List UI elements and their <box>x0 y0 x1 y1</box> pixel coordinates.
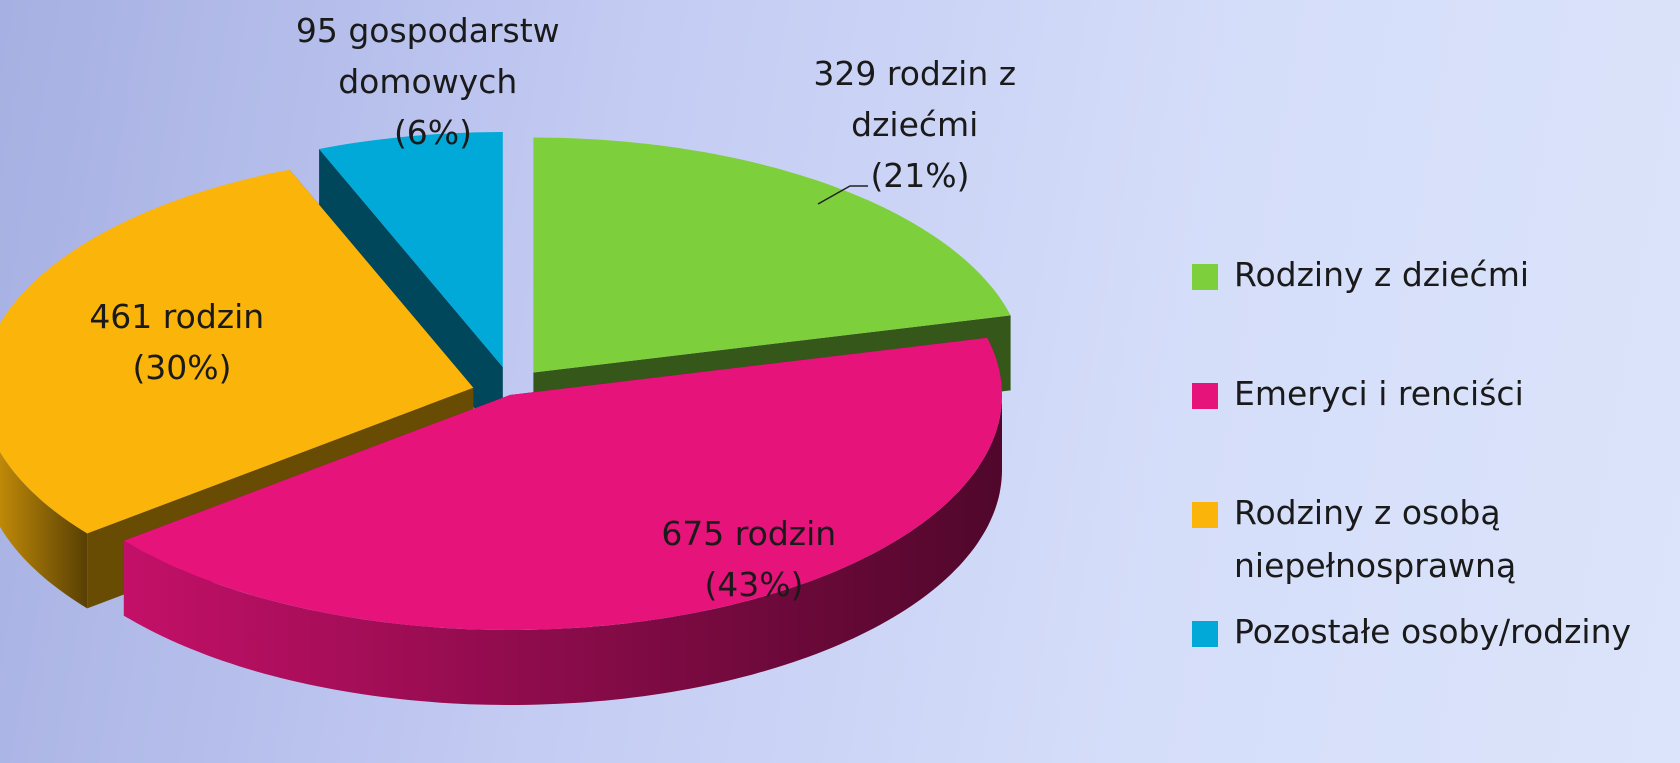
legend-item: Rodziny z osobą niepełnosprawną <box>1192 486 1662 592</box>
slice-side <box>123 395 1002 705</box>
legend-item: Emeryci i renciści <box>1192 367 1662 420</box>
legend-label: Pozostałe osoby/rodziny <box>1234 612 1632 651</box>
data-label: 95 gospodarstw domowych (6%) <box>296 11 570 152</box>
pie-slice <box>123 337 1002 630</box>
legend-label: Rodziny z dziećmi <box>1234 255 1530 294</box>
legend-label: Rodziny z osobą niepełnosprawną <box>1234 493 1517 585</box>
legend-swatch <box>1192 502 1218 528</box>
data-label: 675 rodzin (43%) <box>661 514 846 604</box>
legend-item: Pozostałe osoby/rodziny <box>1192 605 1662 658</box>
pie-slice <box>319 132 503 367</box>
slice-side <box>0 451 88 609</box>
legend-label: Emeryci i renciści <box>1234 374 1524 413</box>
legend-swatch <box>1192 383 1218 409</box>
legend-swatch <box>1192 621 1218 647</box>
pie-slice <box>533 137 1011 373</box>
legend-swatch <box>1192 264 1218 290</box>
data-label: 329 rodzin z dziećmi (21%) <box>813 54 1026 195</box>
leader-line <box>817 185 868 205</box>
pie-slice <box>0 169 474 534</box>
legend-item: Rodziny z dziećmi <box>1192 248 1662 301</box>
legend: Rodziny z dziećmi Emeryci i renciści Rodzi… <box>1192 248 1662 724</box>
data-label: 461 rodzin (30%) <box>89 297 274 387</box>
